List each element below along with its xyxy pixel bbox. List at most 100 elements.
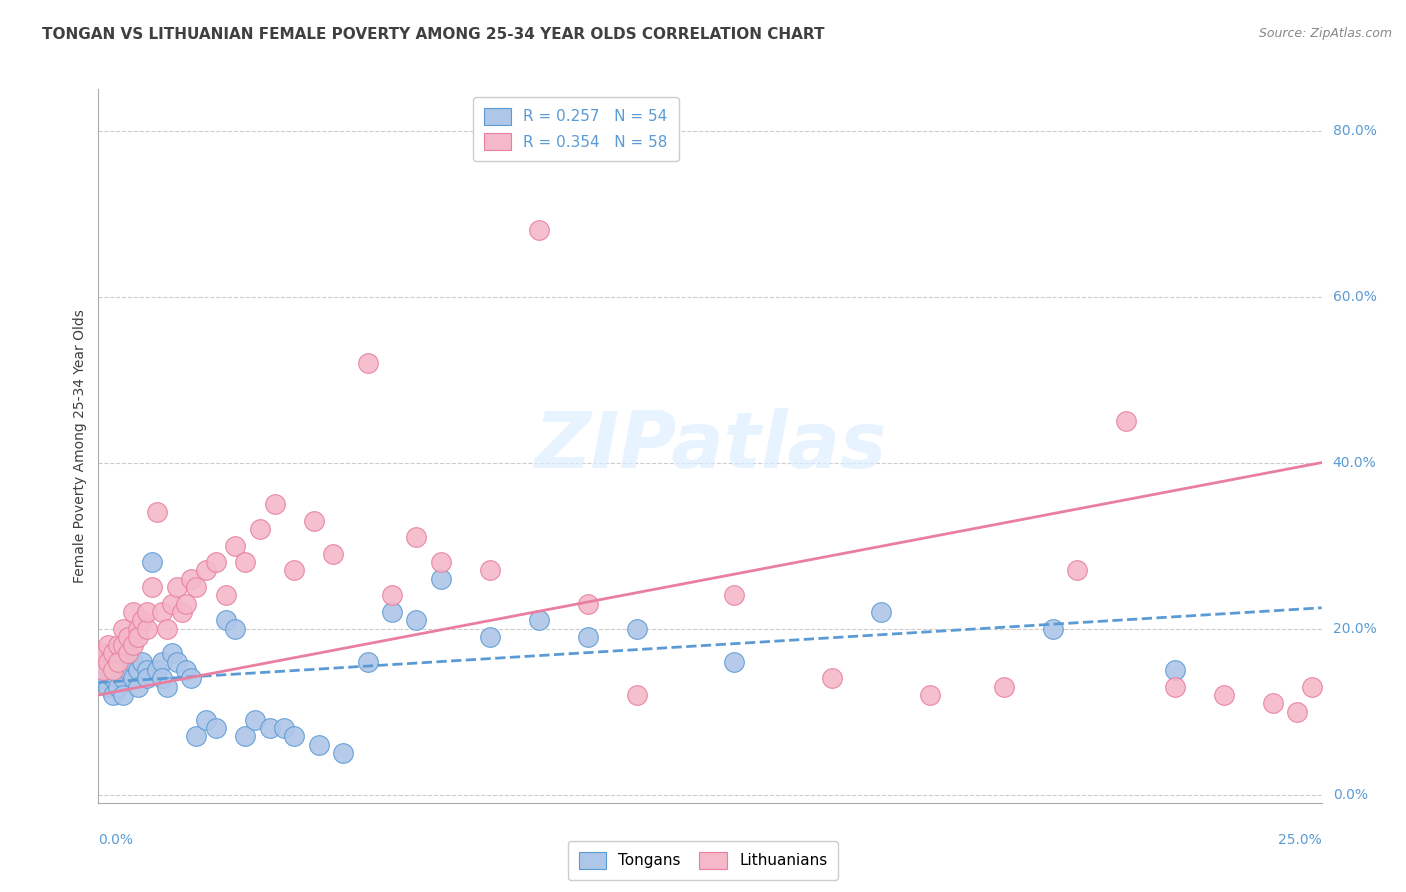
Text: Source: ZipAtlas.com: Source: ZipAtlas.com [1258,27,1392,40]
Point [136,622,159,636]
Text: 0.0%: 0.0% [1333,788,1368,802]
Point [1286,705,1309,719]
Point [101,688,124,702]
Point [101,647,124,661]
Point [107,638,129,652]
Point [91,671,114,685]
Point [91,663,114,677]
Point [283,564,305,578]
Point [97,655,120,669]
Point [283,730,305,744]
Point [150,655,173,669]
Point [430,572,453,586]
Point [127,680,149,694]
Point [111,638,134,652]
Point [127,622,149,636]
Point [249,522,271,536]
Point [127,630,149,644]
Point [111,671,134,685]
Point [121,638,143,652]
Point [723,655,745,669]
Point [131,613,153,627]
Point [117,663,139,677]
Text: 60.0%: 60.0% [1333,290,1376,303]
Point [186,580,208,594]
Point [136,671,159,685]
Point [1301,680,1323,694]
Point [97,638,120,652]
Point [356,356,378,370]
Point [170,605,193,619]
Point [150,671,173,685]
Point [180,572,202,586]
Point [527,613,550,627]
Point [117,630,139,644]
Point [626,622,648,636]
Point [141,555,163,569]
Point [121,671,143,685]
Point [224,539,246,553]
Point [136,663,159,677]
Legend: R = 0.257   N = 54, R = 0.354   N = 58: R = 0.257 N = 54, R = 0.354 N = 58 [472,97,679,161]
Point [195,564,218,578]
Point [224,622,246,636]
Point [117,647,139,661]
Point [121,605,143,619]
Text: 80.0%: 80.0% [1333,124,1376,137]
Point [920,688,942,702]
Point [176,597,198,611]
Point [381,605,404,619]
Point [356,655,378,669]
Point [166,655,188,669]
Point [723,588,745,602]
Point [322,547,344,561]
Point [180,671,202,685]
Point [205,555,228,569]
Point [263,497,285,511]
Point [166,580,188,594]
Text: ZIPatlas: ZIPatlas [534,408,886,484]
Text: 20.0%: 20.0% [1333,622,1376,635]
Point [91,647,114,661]
Point [97,663,120,677]
Point [107,680,129,694]
Point [97,680,120,694]
Point [107,655,129,669]
Point [870,605,893,619]
Point [186,730,208,744]
Text: 25.0%: 25.0% [1278,833,1322,847]
Point [478,564,501,578]
Point [1066,564,1088,578]
Point [1115,414,1137,428]
Point [121,655,143,669]
Point [150,605,173,619]
Point [107,663,129,677]
Point [156,622,179,636]
Point [243,713,266,727]
Point [381,588,404,602]
Point [111,688,134,702]
Point [308,738,330,752]
Point [405,530,427,544]
Point [176,663,198,677]
Text: 40.0%: 40.0% [1333,456,1376,469]
Point [160,647,183,661]
Point [576,597,599,611]
Point [332,746,354,760]
Point [131,655,153,669]
Point [91,655,114,669]
Point [993,680,1015,694]
Point [146,505,169,519]
Point [214,588,236,602]
Point [141,580,163,594]
Point [478,630,501,644]
Point [405,613,427,627]
Point [233,730,256,744]
Point [156,680,179,694]
Point [626,688,648,702]
Point [195,713,218,727]
Point [111,622,134,636]
Point [117,647,139,661]
Point [127,663,149,677]
Point [205,721,228,735]
